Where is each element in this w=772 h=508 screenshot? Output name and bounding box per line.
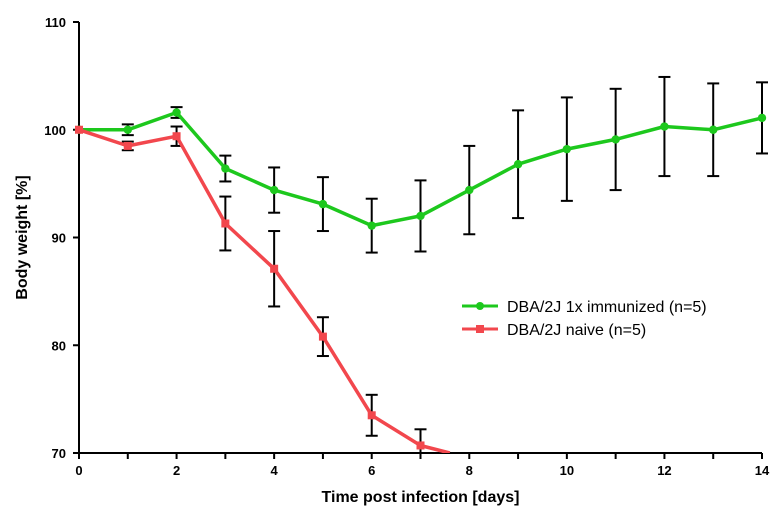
y-tick-label: 70 — [52, 446, 66, 461]
legend-marker-immunized — [476, 302, 484, 310]
legend: DBA/2J 1x immunized (n=5) DBA/2J naive (… — [462, 299, 707, 339]
data-point — [123, 141, 132, 150]
data-point — [367, 221, 376, 230]
legend-marker-naive — [476, 325, 484, 333]
legend-label-naive: DBA/2J naive (n=5) — [507, 322, 646, 339]
y-axis-title: Body weight [%] — [14, 175, 31, 299]
legend-item-naive: DBA/2J naive (n=5) — [462, 322, 646, 339]
data-point — [367, 411, 376, 420]
y-tick-label: 100 — [44, 123, 66, 138]
data-point — [416, 211, 425, 221]
data-point — [123, 125, 132, 134]
data-point — [172, 108, 181, 117]
x-tick-label: 12 — [657, 463, 671, 478]
data-point — [75, 125, 83, 134]
x-tick-label: 8 — [466, 463, 473, 478]
data-point — [318, 199, 328, 209]
data-point — [562, 144, 572, 154]
data-point — [270, 264, 279, 273]
data-point — [172, 132, 181, 141]
legend-item-immunized: DBA/2J 1x immunized (n=5) — [462, 299, 707, 316]
data-point — [318, 332, 327, 341]
data-point — [611, 135, 620, 144]
legend-label-immunized: DBA/2J 1x immunized (n=5) — [507, 299, 707, 316]
x-tick-label: 4 — [271, 463, 279, 478]
x-tick-label: 2 — [173, 463, 180, 478]
data-point — [709, 125, 718, 134]
data-point — [416, 441, 425, 450]
x-tick-label: 0 — [75, 463, 82, 478]
series-0 — [74, 75, 768, 254]
axis-ticks: 70 80 90 100 110 0 2 4 6 8 10 12 14 — [44, 15, 770, 478]
data-point — [269, 185, 279, 195]
x-axis-title: Time post infection [days] — [322, 489, 520, 506]
y-tick-label: 110 — [45, 15, 66, 30]
series-1 — [75, 125, 451, 453]
data-series — [74, 75, 768, 453]
y-tick-label: 80 — [52, 338, 66, 353]
data-point — [513, 160, 523, 169]
data-point — [221, 219, 230, 228]
x-tick-label: 14 — [755, 463, 770, 478]
data-point — [465, 185, 474, 195]
data-point — [660, 122, 669, 131]
data-point — [221, 164, 230, 173]
x-tick-label: 6 — [368, 463, 375, 478]
series-line — [78, 128, 451, 453]
y-tick-label: 90 — [52, 231, 66, 246]
x-tick-label: 10 — [560, 463, 574, 478]
data-point — [757, 113, 767, 123]
